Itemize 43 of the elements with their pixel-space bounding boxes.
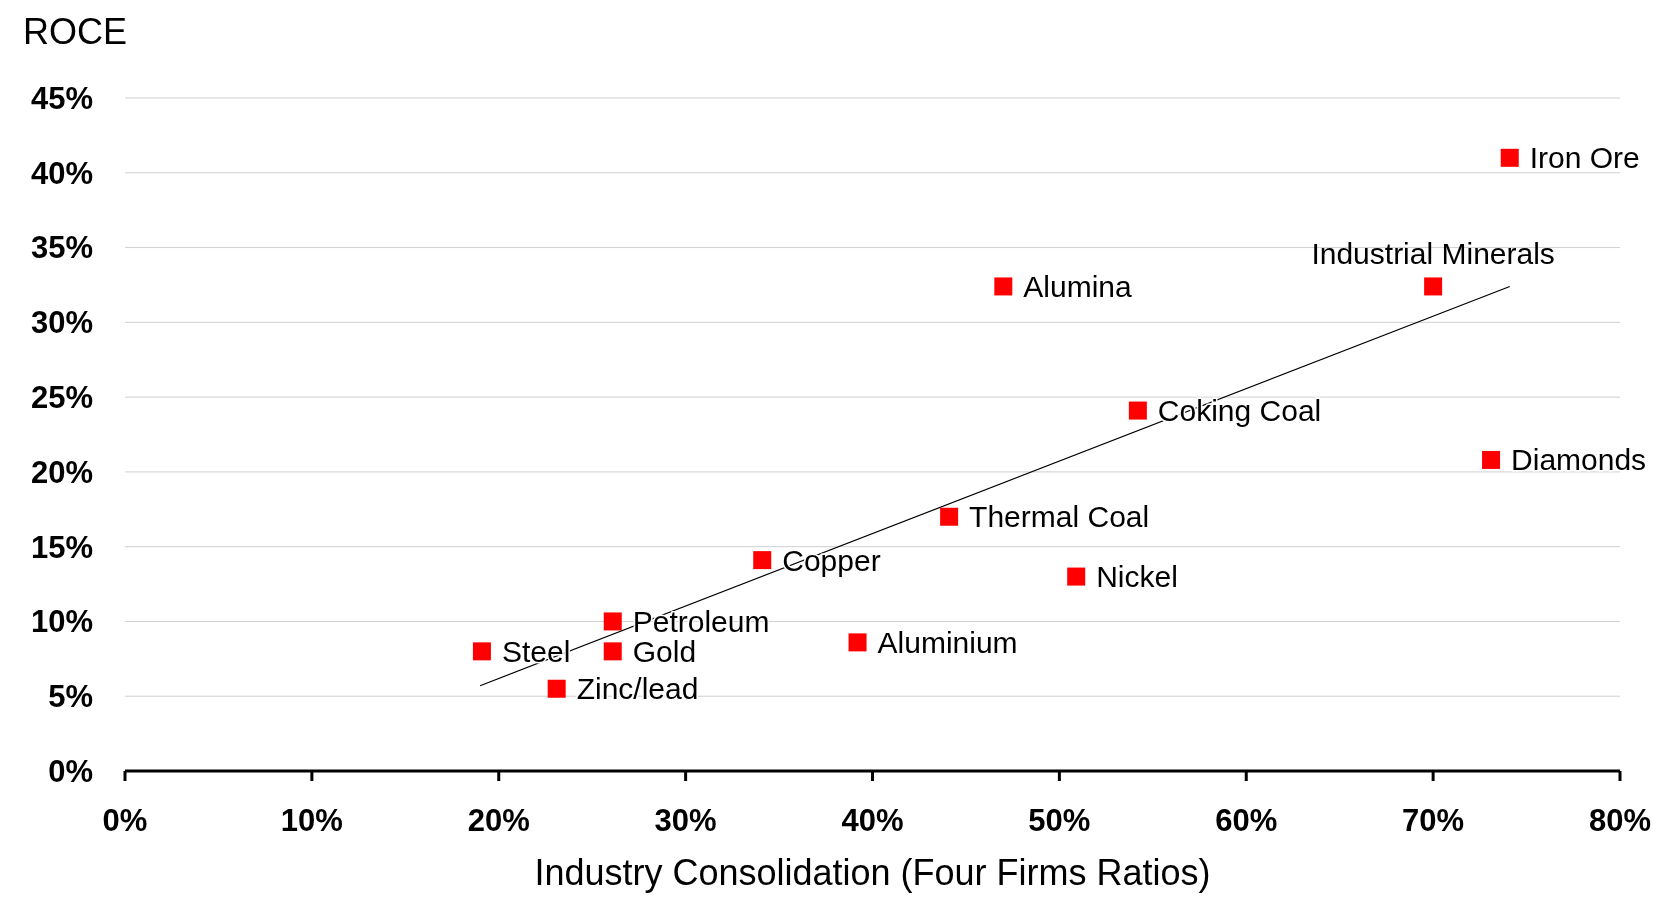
point bbox=[547, 679, 566, 698]
annotation: Zinc/lead bbox=[576, 672, 699, 706]
annotation: Thermal Coal bbox=[969, 500, 1150, 534]
x-tick-label: 10% bbox=[280, 803, 343, 838]
point bbox=[940, 507, 959, 526]
x-tick-label: 80% bbox=[1588, 803, 1652, 838]
point bbox=[472, 642, 491, 661]
annotation: Industrial Minerals bbox=[1311, 237, 1555, 271]
annotation: Nickel bbox=[1096, 560, 1178, 594]
y-tick-label: 35% bbox=[30, 230, 93, 266]
x-tick-label: 50% bbox=[1028, 803, 1091, 838]
point bbox=[994, 277, 1013, 296]
y-tick-label: 15% bbox=[30, 529, 93, 565]
y-tick-label: 10% bbox=[30, 604, 93, 640]
annotation: Steel bbox=[501, 634, 571, 668]
point bbox=[848, 633, 867, 652]
point bbox=[603, 642, 622, 661]
annotation: Alumina bbox=[1023, 269, 1133, 303]
y-axis-title: ROCE bbox=[23, 11, 128, 52]
y-tick-label: 0% bbox=[48, 753, 93, 789]
x-tick-label: 0% bbox=[102, 803, 148, 838]
annotation: Diamonds bbox=[1511, 443, 1647, 477]
y-tick-label: 20% bbox=[30, 454, 93, 490]
x-tick-label: 30% bbox=[654, 803, 717, 838]
point bbox=[603, 612, 622, 631]
x-axis-title: Industry Consolidation (Four Firms Ratios) bbox=[534, 852, 1211, 893]
y-tick-label: 40% bbox=[30, 155, 93, 191]
y-tick-label: 45% bbox=[30, 80, 93, 116]
point bbox=[1500, 148, 1519, 167]
point bbox=[1128, 401, 1147, 420]
annotation: Aluminium bbox=[877, 625, 1018, 659]
y-tick-label: 25% bbox=[30, 379, 93, 415]
x-tick-label: 70% bbox=[1402, 803, 1465, 838]
y-tick-label: 5% bbox=[48, 679, 93, 715]
point bbox=[1482, 450, 1501, 469]
point bbox=[1424, 277, 1443, 296]
point bbox=[753, 551, 772, 570]
annotation: Iron Ore bbox=[1529, 141, 1640, 175]
y-tick-label: 30% bbox=[30, 305, 93, 341]
x-tick-label: 20% bbox=[467, 803, 530, 838]
point bbox=[1067, 567, 1086, 586]
x-tick-label: 40% bbox=[841, 803, 904, 838]
x-tick-label: 60% bbox=[1215, 803, 1278, 838]
